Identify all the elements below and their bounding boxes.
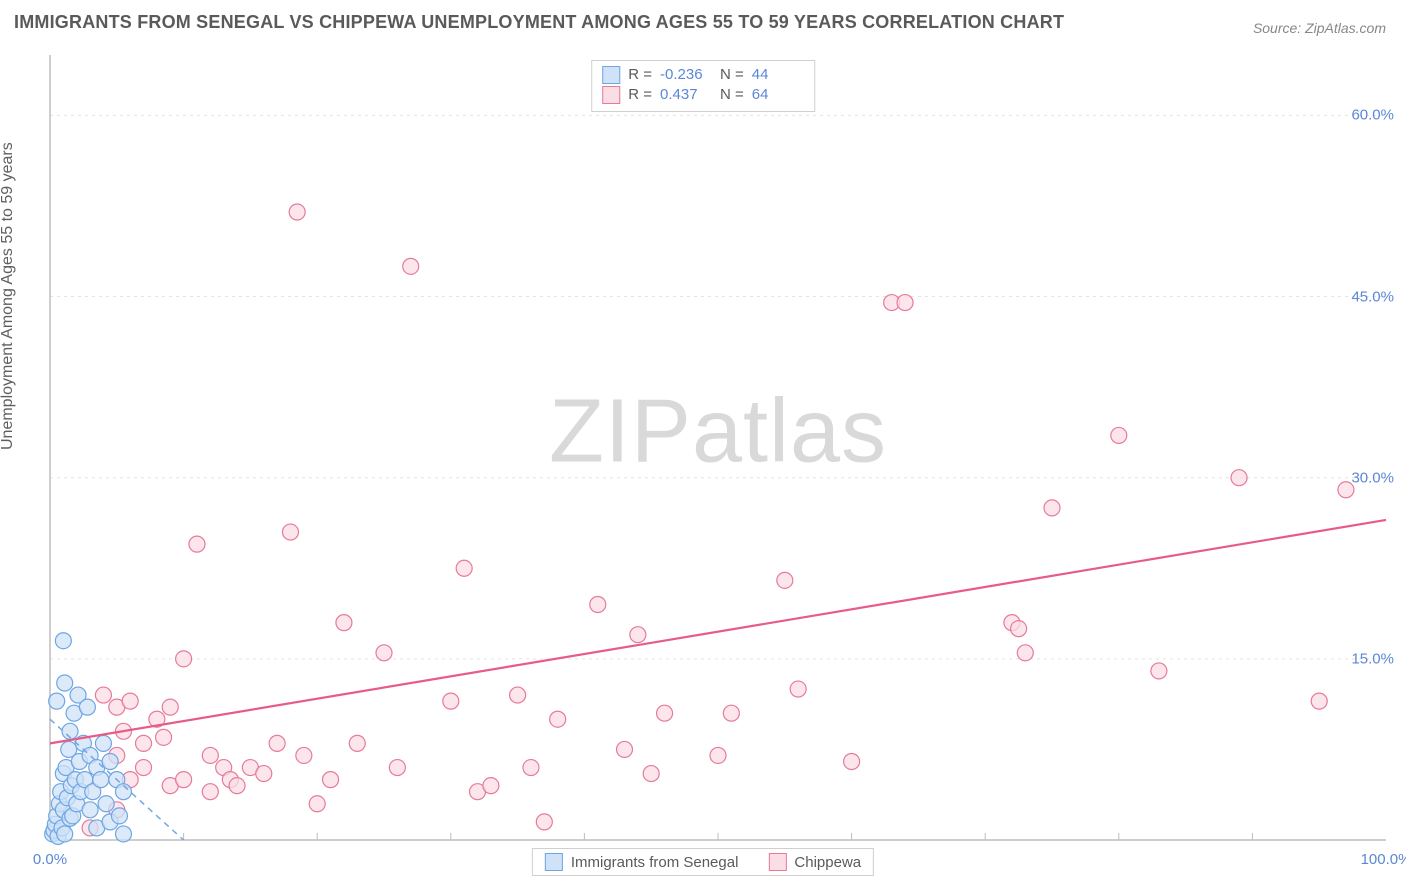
stat-R-senegal: -0.236 bbox=[660, 65, 712, 85]
stats-legend-box: R = -0.236 N = 44 R = 0.437 N = 64 bbox=[591, 60, 815, 112]
y-tick-label: 15.0% bbox=[1351, 650, 1394, 667]
stat-N-chippewa: 64 bbox=[752, 85, 804, 105]
swatch-senegal bbox=[602, 66, 620, 84]
stats-row-chippewa: R = 0.437 N = 64 bbox=[602, 85, 804, 105]
chart-title: IMMIGRANTS FROM SENEGAL VS CHIPPEWA UNEM… bbox=[14, 12, 1064, 33]
plot-area: ZIPatlas bbox=[50, 55, 1386, 840]
stat-N-label2: N = bbox=[720, 85, 744, 105]
legend-item-senegal: Immigrants from Senegal bbox=[545, 853, 739, 871]
scatter-svg bbox=[50, 55, 1386, 840]
source-label: Source: ZipAtlas.com bbox=[1253, 20, 1386, 36]
y-tick-label: 45.0% bbox=[1351, 288, 1394, 305]
stat-R-chippewa: 0.437 bbox=[660, 85, 712, 105]
legend-item-chippewa: Chippewa bbox=[768, 853, 861, 871]
swatch-chippewa-2 bbox=[768, 853, 786, 871]
y-tick-label: 30.0% bbox=[1351, 469, 1394, 486]
legend-label-senegal: Immigrants from Senegal bbox=[571, 854, 739, 871]
x-tick-max: 100.0% bbox=[1361, 851, 1406, 868]
y-axis-label: Unemployment Among Ages 55 to 59 years bbox=[0, 142, 17, 450]
y-tick-label: 60.0% bbox=[1351, 107, 1394, 124]
x-tick-min: 0.0% bbox=[33, 851, 67, 868]
swatch-chippewa bbox=[602, 86, 620, 104]
chart-container: IMMIGRANTS FROM SENEGAL VS CHIPPEWA UNEM… bbox=[0, 0, 1406, 892]
stat-N-label: N = bbox=[720, 65, 744, 85]
bottom-legend: Immigrants from Senegal Chippewa bbox=[532, 848, 874, 876]
stat-R-label: R = bbox=[628, 65, 652, 85]
stats-row-senegal: R = -0.236 N = 44 bbox=[602, 65, 804, 85]
stat-R-label2: R = bbox=[628, 85, 652, 105]
swatch-senegal-2 bbox=[545, 853, 563, 871]
legend-label-chippewa: Chippewa bbox=[794, 854, 861, 871]
stat-N-senegal: 44 bbox=[752, 65, 804, 85]
